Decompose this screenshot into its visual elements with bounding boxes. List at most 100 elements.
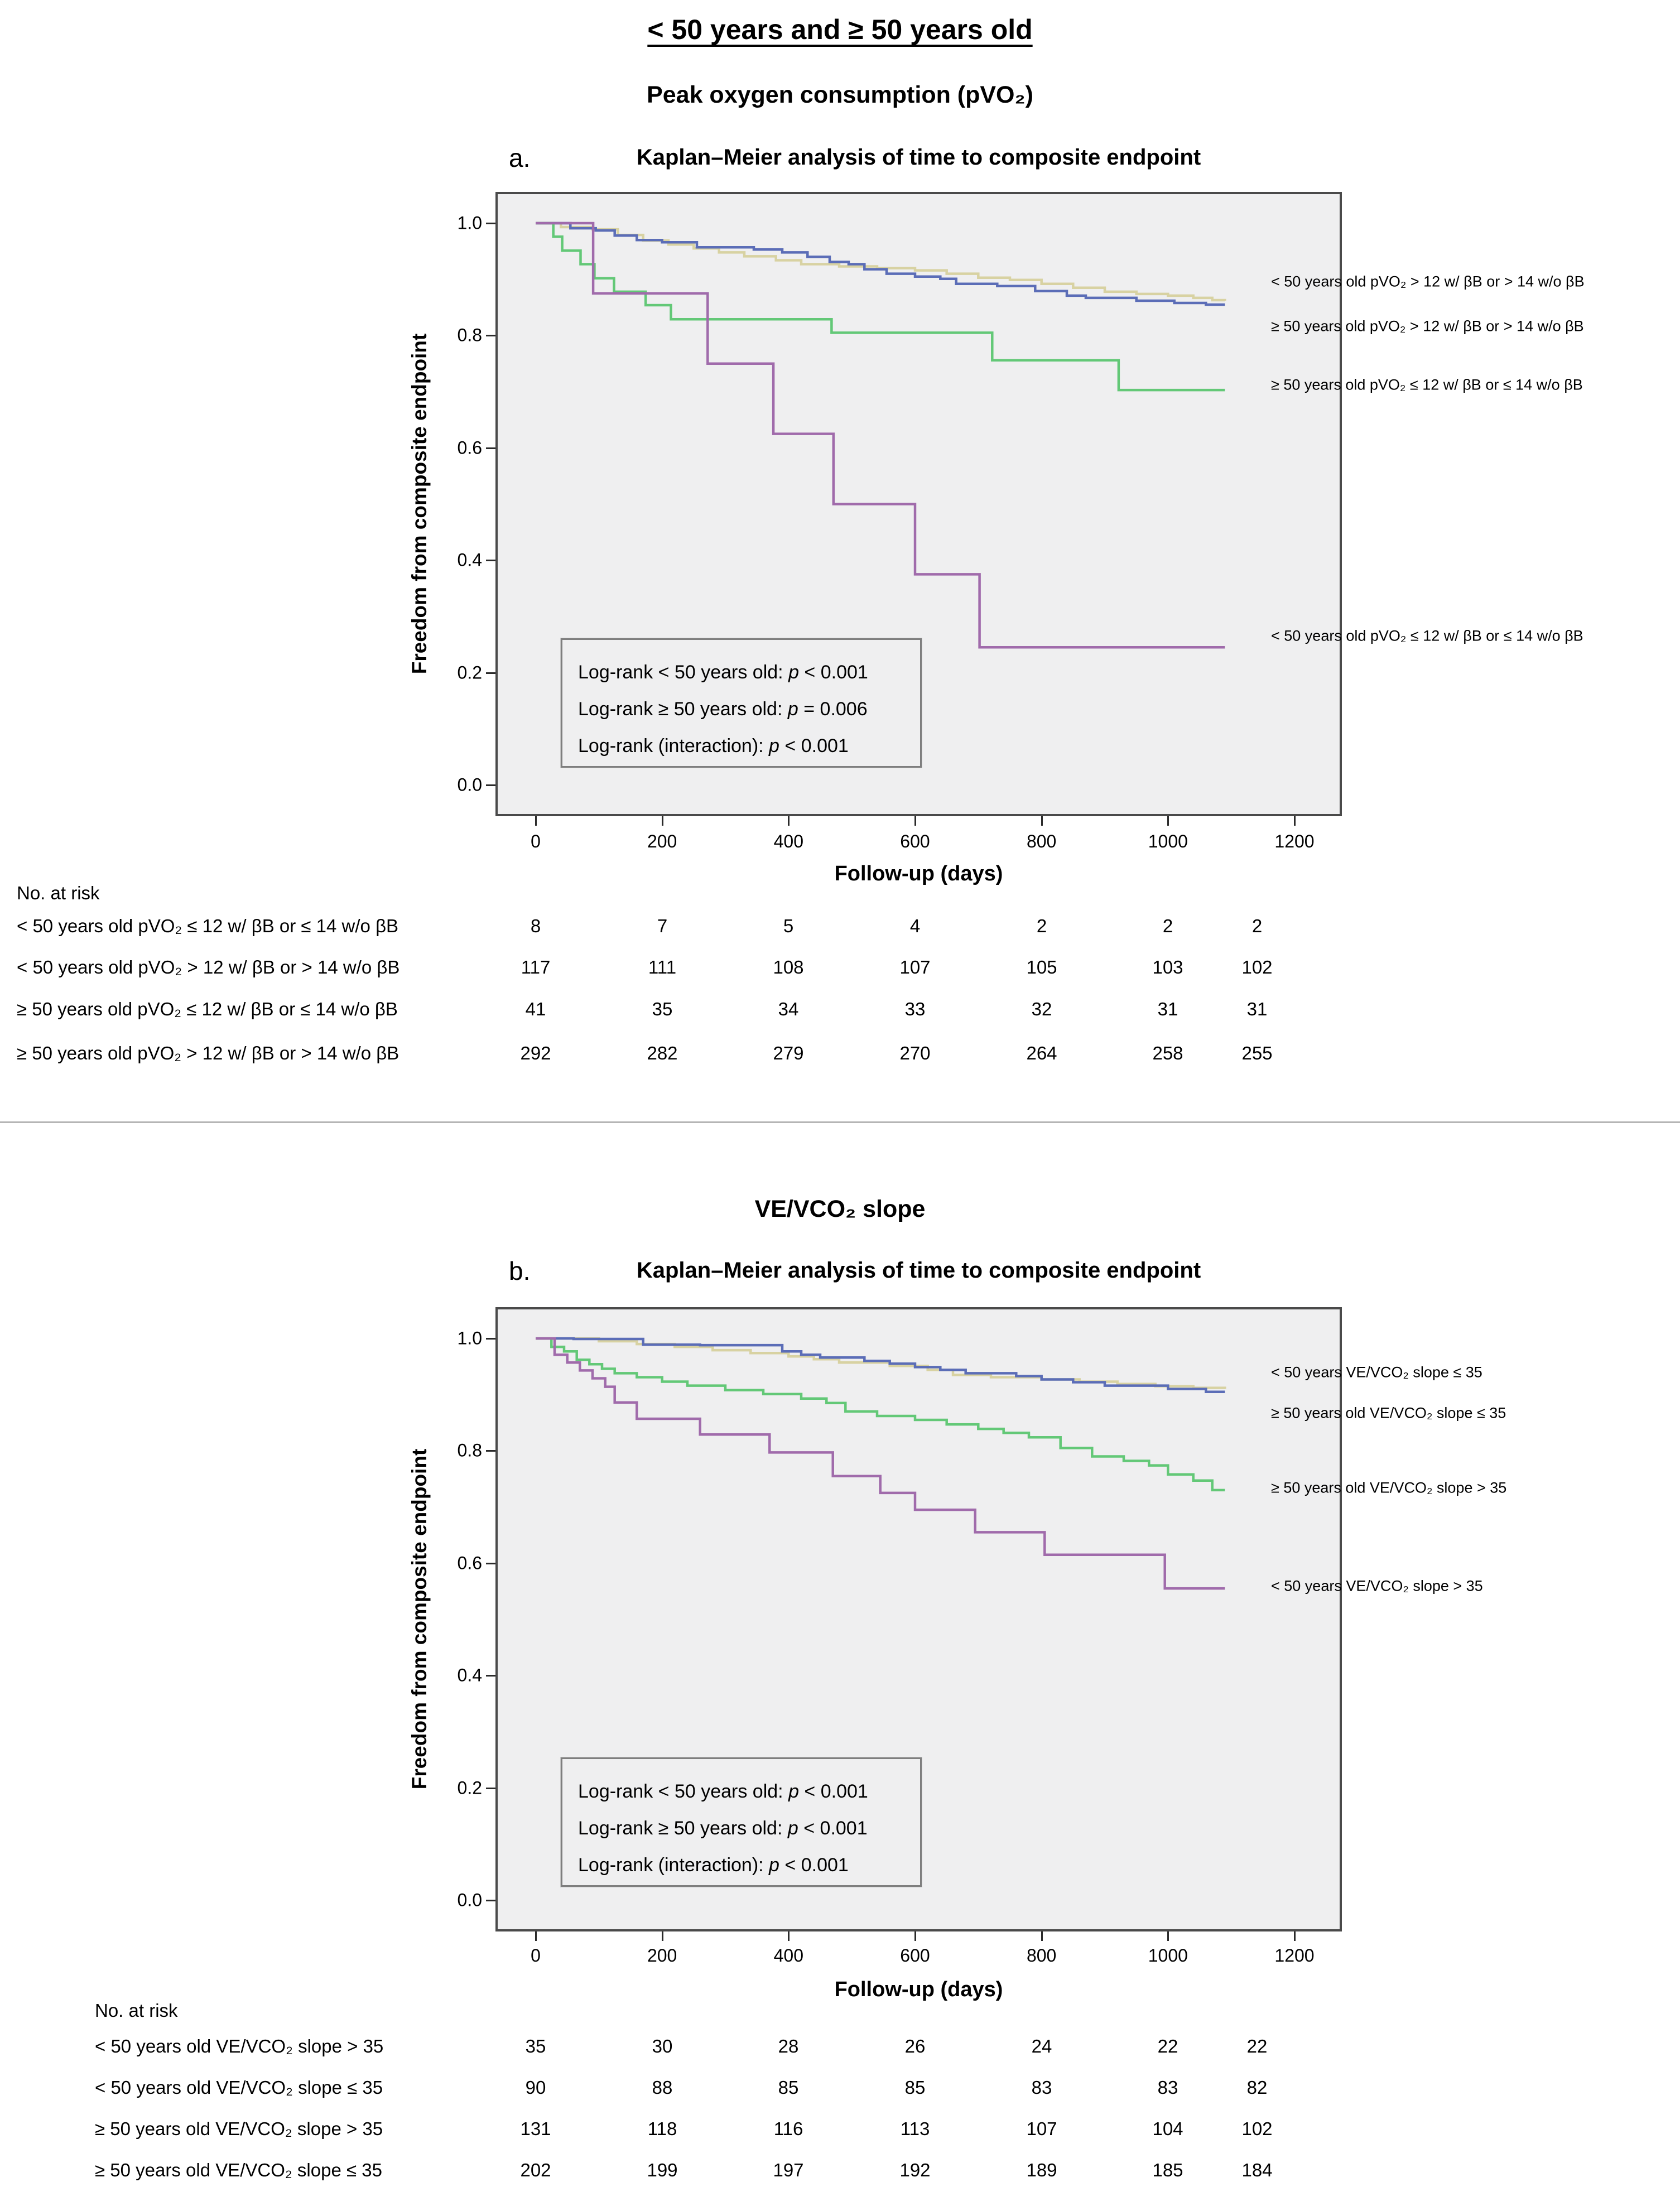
x-tick-label: 600 [900, 1945, 930, 1966]
panel-b-section-title: VE/VCO₂ slope [754, 1196, 926, 1222]
y-tick [486, 1450, 495, 1452]
section-divider [0, 1121, 1680, 1123]
logrank-line: Log-rank < 50 years old: p < 0.001 [578, 1781, 868, 1802]
risk-count: 7 [657, 916, 668, 936]
panel-b-y-axis-title: Freedom from composite endpoint [408, 1448, 431, 1790]
risk-count: 28 [778, 2036, 799, 2056]
risk-count: 31 [1157, 999, 1178, 1019]
risk-count: 117 [521, 957, 551, 977]
x-tick [788, 816, 790, 826]
y-tick [486, 1787, 495, 1789]
panel-b-curves-svg [536, 1337, 1226, 1590]
x-tick-label: 800 [1026, 831, 1057, 851]
x-tick [914, 1931, 916, 1941]
risk-count: 185 [1152, 2160, 1183, 2180]
figure-main-title: < 50 years and ≥ 50 years old [647, 14, 1033, 45]
risk-count: 118 [647, 2118, 677, 2139]
risk-count: 103 [1152, 957, 1183, 977]
risk-count: 22 [1246, 2036, 1268, 2056]
x-tick [914, 816, 916, 826]
x-tick [1041, 1931, 1043, 1941]
risk-count: 31 [1246, 999, 1268, 1019]
risk-count: 116 [773, 2118, 803, 2139]
y-tick-label: 0.0 [457, 774, 482, 795]
x-tick [1167, 1931, 1169, 1941]
risk-count: 102 [1241, 2118, 1273, 2139]
logrank-line: Log-rank ≥ 50 years old: p = 0.006 [578, 699, 868, 720]
panel-a-x-axis-title: Follow-up (days) [834, 862, 1003, 885]
risk-row-label: < 50 years old pVO₂ ≤ 12 w/ βB or ≤ 14 w… [17, 916, 399, 936]
panel-a-risk-table-header: No. at risk [17, 883, 100, 903]
risk-count: 41 [525, 999, 546, 1019]
x-tick-label: 0 [531, 1945, 541, 1966]
y-tick [486, 784, 495, 786]
risk-row-label: ≥ 50 years old pVO₂ > 12 w/ βB or > 14 w… [17, 1043, 399, 1063]
panel-b-logrank-box: Log-rank < 50 years old: p < 0.001 Log-ra… [560, 1757, 922, 1887]
km-curve-purple [536, 1337, 1225, 1590]
x-tick [1293, 1931, 1296, 1941]
panel-a-curves-svg [536, 221, 1226, 649]
y-tick-label: 1.0 [457, 213, 482, 233]
y-tick-label: 0.6 [457, 1553, 482, 1573]
y-tick-label: 0.2 [457, 662, 482, 683]
risk-row-label: ≥ 50 years old VE/VCO₂ slope ≤ 35 [95, 2160, 382, 2180]
km-curve-blue [536, 1337, 1225, 1393]
km-curve-green [536, 221, 1225, 392]
km-curve-blue [536, 221, 1225, 306]
legend-label: ≥ 50 years old VE/VCO₂ slope ≤ 35 [1271, 1404, 1506, 1422]
x-tick-label: 1200 [1274, 1945, 1315, 1966]
panel-b-letter: b. [509, 1256, 531, 1285]
risk-count: 102 [1241, 957, 1273, 977]
km-curve-tan [536, 1337, 1226, 1389]
y-tick-label: 1.0 [457, 1328, 482, 1348]
y-tick-label: 0.0 [457, 1890, 482, 1910]
risk-row-label: < 50 years old pVO₂ > 12 w/ βB or > 14 w… [17, 957, 400, 977]
x-tick [1041, 816, 1043, 826]
legend-label: ≥ 50 years old pVO₂ ≤ 12 w/ βB or ≤ 14 w… [1271, 376, 1583, 393]
x-tick-label: 1000 [1148, 1945, 1188, 1966]
legend-label: < 50 years old pVO₂ > 12 w/ βB or > 14 w… [1271, 273, 1585, 290]
x-tick [1167, 816, 1169, 826]
x-tick [661, 1931, 663, 1941]
risk-count: 279 [773, 1043, 804, 1063]
y-tick-label: 0.4 [457, 1665, 482, 1685]
x-tick-label: 400 [773, 831, 804, 851]
risk-row-label: ≥ 50 years old VE/VCO₂ slope > 35 [95, 2118, 383, 2139]
x-tick-label: 0 [531, 831, 541, 851]
y-tick-label: 0.2 [457, 1778, 482, 1798]
x-tick-label: 1200 [1274, 831, 1315, 851]
risk-count: 107 [1026, 2118, 1057, 2139]
x-tick-label: 200 [647, 831, 677, 851]
risk-count: 108 [773, 957, 804, 977]
risk-count: 4 [909, 916, 921, 936]
risk-count: 2 [1162, 916, 1173, 936]
km-curve-tan [536, 221, 1226, 302]
risk-count: 113 [900, 2118, 930, 2139]
risk-count: 8 [530, 916, 541, 936]
x-tick-label: 400 [773, 1945, 804, 1966]
legend-label: ≥ 50 years old VE/VCO₂ slope > 35 [1271, 1479, 1507, 1496]
risk-count: 85 [778, 2077, 799, 2098]
risk-count: 199 [647, 2160, 678, 2180]
risk-count: 32 [1031, 999, 1052, 1019]
risk-count: 255 [1241, 1043, 1273, 1063]
y-tick [486, 560, 495, 562]
logrank-line: Log-rank (interaction): p < 0.001 [578, 1854, 849, 1876]
risk-count: 26 [904, 2036, 926, 2056]
risk-count: 197 [773, 2160, 804, 2180]
risk-count: 270 [899, 1043, 931, 1063]
risk-count: 264 [1026, 1043, 1057, 1063]
panel-b-x-axis-title: Follow-up (days) [834, 1978, 1003, 2001]
y-tick [486, 1675, 495, 1677]
risk-count: 83 [1031, 2077, 1052, 2098]
risk-count: 104 [1152, 2118, 1183, 2139]
risk-count: 105 [1026, 957, 1057, 977]
risk-count: 192 [899, 2160, 931, 2180]
risk-count: 90 [525, 2077, 546, 2098]
panel-a-section-title: Peak oxygen consumption (pVO₂) [647, 81, 1033, 108]
risk-count: 189 [1026, 2160, 1057, 2180]
risk-count: 34 [778, 999, 799, 1019]
x-tick [661, 816, 663, 826]
risk-count: 88 [652, 2077, 673, 2098]
